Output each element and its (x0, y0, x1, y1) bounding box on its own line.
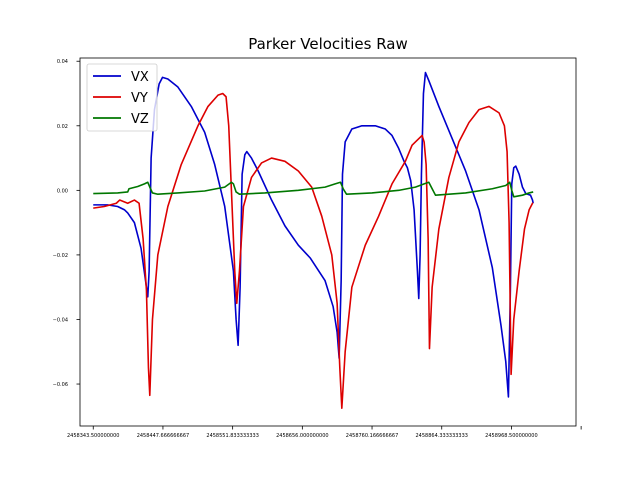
x-tick-label: 2458656.000000000 (276, 433, 329, 439)
x-tick-label: 2458447.666666667 (137, 433, 190, 439)
y-tick-label: −0.04 (53, 317, 68, 323)
legend-box (86, 63, 158, 132)
series-line-vx (93, 71, 534, 398)
x-axis: 2458343.500000000 2458447.666666667 245855… (67, 426, 582, 439)
x-tick-label: 2458760.166666667 (346, 433, 399, 439)
series-line-vy (93, 92, 534, 410)
chart-title: Parker Velocities Raw (248, 35, 408, 53)
legend-label-vx: VX (131, 70, 149, 85)
y-tick-label: 0.00 (57, 188, 68, 194)
x-tick-label: 2458343.500000000 (67, 433, 120, 439)
series-line-vz (93, 181, 534, 198)
plot-area (93, 71, 534, 410)
y-axis: 0.04 0.02 0.00 −0.02 −0.04 −0.06 (53, 59, 80, 388)
x-tick-label: 2458551.833333333 (206, 433, 259, 439)
x-tick-label: 2458968.500000000 (485, 433, 538, 439)
y-tick-label: 0.02 (57, 124, 68, 130)
legend-label-vz: VZ (131, 112, 149, 127)
y-tick-label: 0.04 (57, 59, 68, 65)
legend-label-vy: VY (131, 91, 148, 106)
axes-frame (79, 57, 577, 427)
legend: VX VY VZ (86, 63, 158, 132)
y-tick-label: −0.06 (53, 382, 68, 388)
y-tick-label: −0.02 (53, 253, 68, 259)
x-tick-label: 2458864.333333333 (415, 433, 468, 439)
